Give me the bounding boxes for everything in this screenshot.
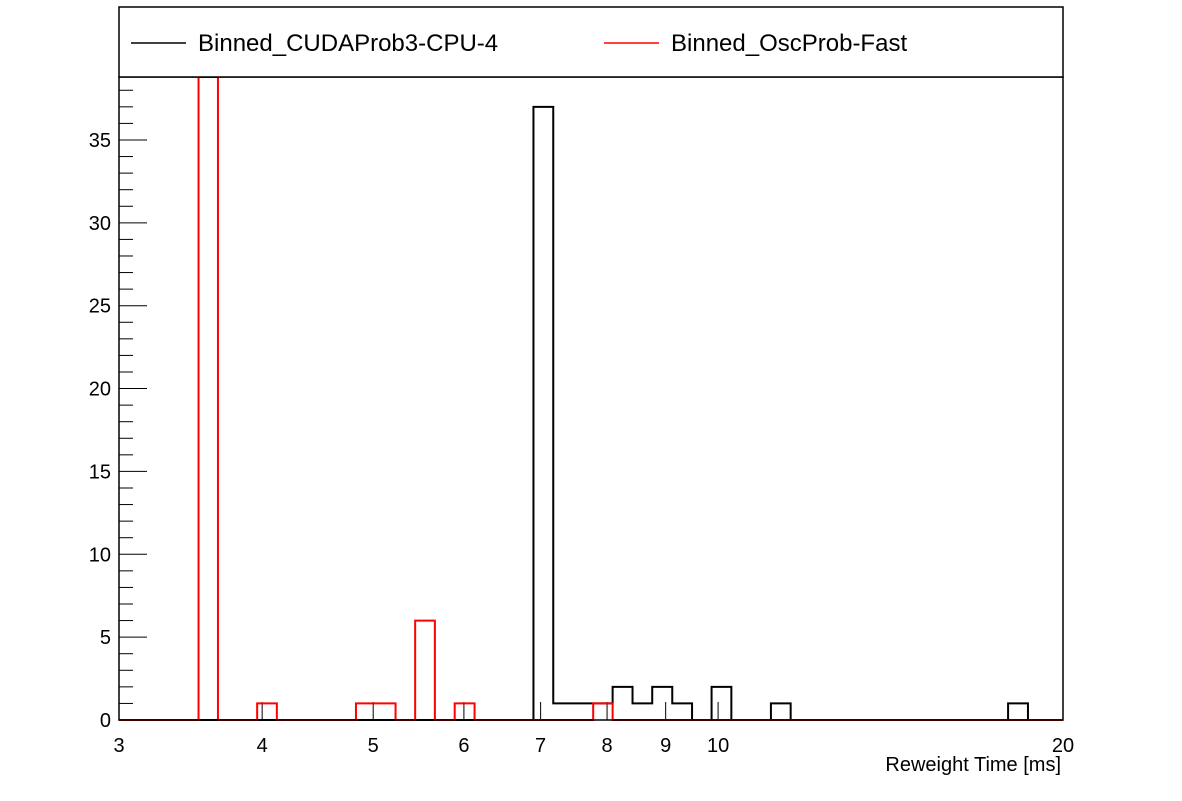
y-tick-label: 20 (89, 379, 111, 401)
y-tick-label: 30 (89, 213, 111, 235)
x-tick-label: 7 (535, 735, 546, 757)
x-tick-label: 20 (1052, 735, 1074, 757)
minor-ticks (119, 89, 133, 704)
legend-box (118, 6, 1064, 78)
x-axis-title: Reweight Time [ms] (885, 754, 1061, 776)
x-tick-label: 3 (113, 735, 124, 757)
legend-label-series-2: Binned_OscProb-Fast (671, 30, 907, 57)
legend-label-series-1: Binned_CUDAProb3-CPU-4 (198, 30, 498, 57)
x-axis: 3 4 5 6 7 8 9 10 20 (113, 702, 1074, 757)
x-tick-label: 9 (660, 735, 671, 757)
y-tick-label: 35 (89, 130, 111, 152)
y-tick-label: 10 (89, 544, 111, 566)
x-tick-label: 10 (707, 735, 729, 757)
x-tick-label: 5 (368, 735, 379, 757)
x-tick-label: 4 (257, 735, 268, 757)
legend: Binned_CUDAProb3-CPU-4 Binned_OscProb-Fa… (118, 6, 1064, 78)
y-tick-label: 25 (89, 296, 111, 318)
y-tick-label: 15 (89, 461, 111, 483)
x-tick-label: 6 (458, 735, 469, 757)
x-tick-label: 8 (601, 735, 612, 757)
y-axis: 0 5 10 15 20 25 30 35 (89, 130, 147, 732)
y-tick-label: 0 (100, 710, 111, 732)
y-tick-label: 5 (100, 627, 111, 649)
